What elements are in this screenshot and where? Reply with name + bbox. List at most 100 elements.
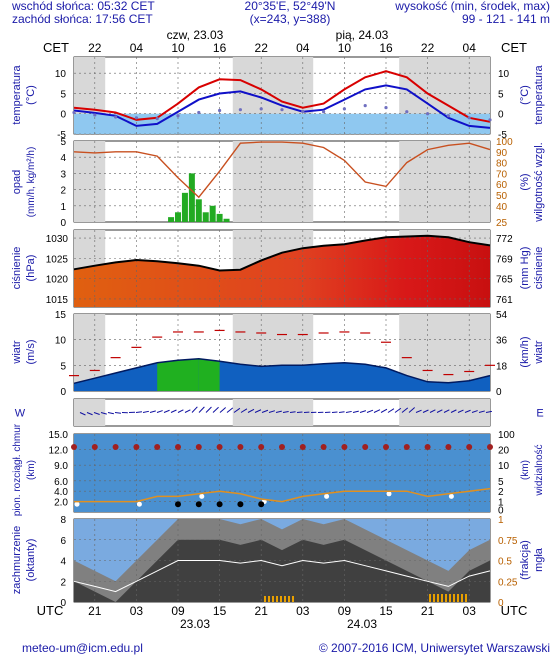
wind-arrow (366, 409, 374, 413)
bottom-hour-label: 09 (171, 604, 185, 618)
wind-tick: 15 (55, 310, 67, 321)
pressure-line (73, 234, 491, 272)
wind-arrow (142, 410, 149, 413)
visibility-line (74, 487, 491, 503)
top-hour-label: 22 (88, 41, 102, 55)
visibility-tick: 20 (498, 446, 510, 457)
utc-label-right: UTC (501, 603, 528, 618)
bottom-hour-label: 21 (255, 604, 269, 618)
temp-max-line (73, 70, 491, 123)
cloud-top-point (195, 444, 202, 450)
humidity-tick: 40 (496, 202, 508, 213)
wind-strong-area (157, 360, 178, 391)
wind-arrow (387, 408, 395, 413)
precip-ylabel: opad (11, 170, 23, 194)
cloudcover-tick: 2 (60, 577, 66, 588)
cloudcover-tick: 6 (60, 536, 66, 547)
fog-tick: 0.5 (498, 557, 512, 568)
dewpoint-point (197, 110, 201, 115)
wind-arrow (415, 409, 422, 413)
night-band (399, 141, 490, 222)
cloudext-tick: 12.0 (49, 446, 69, 457)
wind-arrow (401, 407, 409, 413)
dewpoint-point (488, 118, 492, 122)
cloud-base-point (324, 493, 330, 499)
pressure-tick: 1020 (46, 275, 69, 286)
dewpoint-point (363, 104, 367, 108)
dewpoint-point (280, 108, 284, 112)
cloud-top-point (175, 444, 181, 450)
visibility-tick: 2 (498, 487, 504, 498)
wind-arrow (100, 412, 107, 415)
wind-ylabel: wiatr (11, 340, 23, 365)
bottom-hour-label: 21 (421, 604, 435, 618)
cloudext-yunit: (km) (26, 460, 37, 480)
cloud-top-point (91, 444, 98, 450)
wind-arrow (191, 406, 198, 413)
cloud-top-point (71, 444, 77, 450)
temp-tick-left: 0 (60, 110, 66, 121)
fog-tick: 0.75 (498, 536, 518, 547)
wind-arrow (268, 410, 276, 413)
temp-tick-left: 10 (55, 69, 67, 80)
cloud-top-point (320, 444, 327, 450)
fog-ylabel: mgła (533, 547, 545, 572)
temp-tick-left: 5 (60, 89, 66, 100)
cloud-base-point (199, 493, 205, 499)
dewpoint-point (72, 110, 76, 115)
wind-arrow (296, 411, 303, 413)
wind-yunit: (m/s) (25, 339, 37, 364)
humidity-tick: 50 (496, 191, 508, 202)
wind-arrow (359, 410, 367, 413)
contact-email[interactable]: meteo-um@icm.edu.pl (22, 641, 143, 655)
wind-arrow (457, 409, 464, 413)
compass-e-right: E (536, 408, 543, 420)
wind-arrow (254, 409, 262, 413)
dewpoint-point (322, 110, 326, 114)
altitude-info: wysokość (min, środek, max) 99 - 121 - 1… (395, 0, 550, 26)
precip-tick: 0 (60, 218, 66, 229)
date2-label: 24.03 (347, 617, 377, 631)
wind-arrow (380, 408, 388, 413)
top-hour-label: 10 (171, 41, 185, 55)
dewpoint-point (467, 116, 471, 120)
wind-arrow (338, 411, 345, 413)
wind-tick: 10 (55, 336, 67, 347)
temp-ylabel-right: temperatura (533, 64, 545, 124)
precip-tick: 3 (60, 169, 66, 180)
temp-tick-right: 0 (498, 110, 504, 121)
wind-arrow (471, 410, 478, 413)
bottom-hour-label: 03 (296, 604, 310, 618)
precip-bar (209, 205, 216, 222)
pressure-yunit: (hPa) (25, 255, 37, 282)
dewpoint-point (114, 115, 118, 119)
humidity-yunit: (%) (519, 173, 531, 190)
compass-w-left: W (15, 408, 26, 420)
top-hour-label: 04 (130, 41, 144, 55)
wind-arrow (261, 409, 269, 413)
humidity-tick: 70 (496, 169, 508, 180)
humidity-tick: 25 (496, 218, 508, 229)
wind-kmh-tick: 0 (496, 387, 502, 398)
dewpoint-point (238, 108, 242, 112)
wind-ylabel-right: wiatr (533, 340, 545, 365)
cloud-top-point (258, 444, 265, 450)
cloudext-tick: 4.0 (54, 487, 68, 498)
pressure-tick: 1015 (46, 295, 69, 306)
wind-arrow (275, 410, 282, 413)
night-band (232, 141, 314, 222)
dewpoint-point (93, 113, 97, 117)
wind-arrow (464, 409, 471, 413)
grid-text: (x=243, y=388) (249, 12, 331, 26)
cloud-top-point (445, 444, 452, 450)
visibility-tick: 100 (498, 430, 515, 441)
visibility-tick: 1 (498, 498, 504, 509)
precip-tick: 5 (60, 137, 66, 148)
bottom-hour-label: 21 (88, 604, 102, 618)
wind-arrow (429, 409, 436, 413)
temp-mean-line (73, 84, 491, 129)
bottom-hour-label: 09 (338, 604, 352, 618)
wind-arrow (163, 409, 170, 413)
wind-arrow (135, 411, 143, 413)
visibility-yunit: (km) (520, 460, 531, 480)
